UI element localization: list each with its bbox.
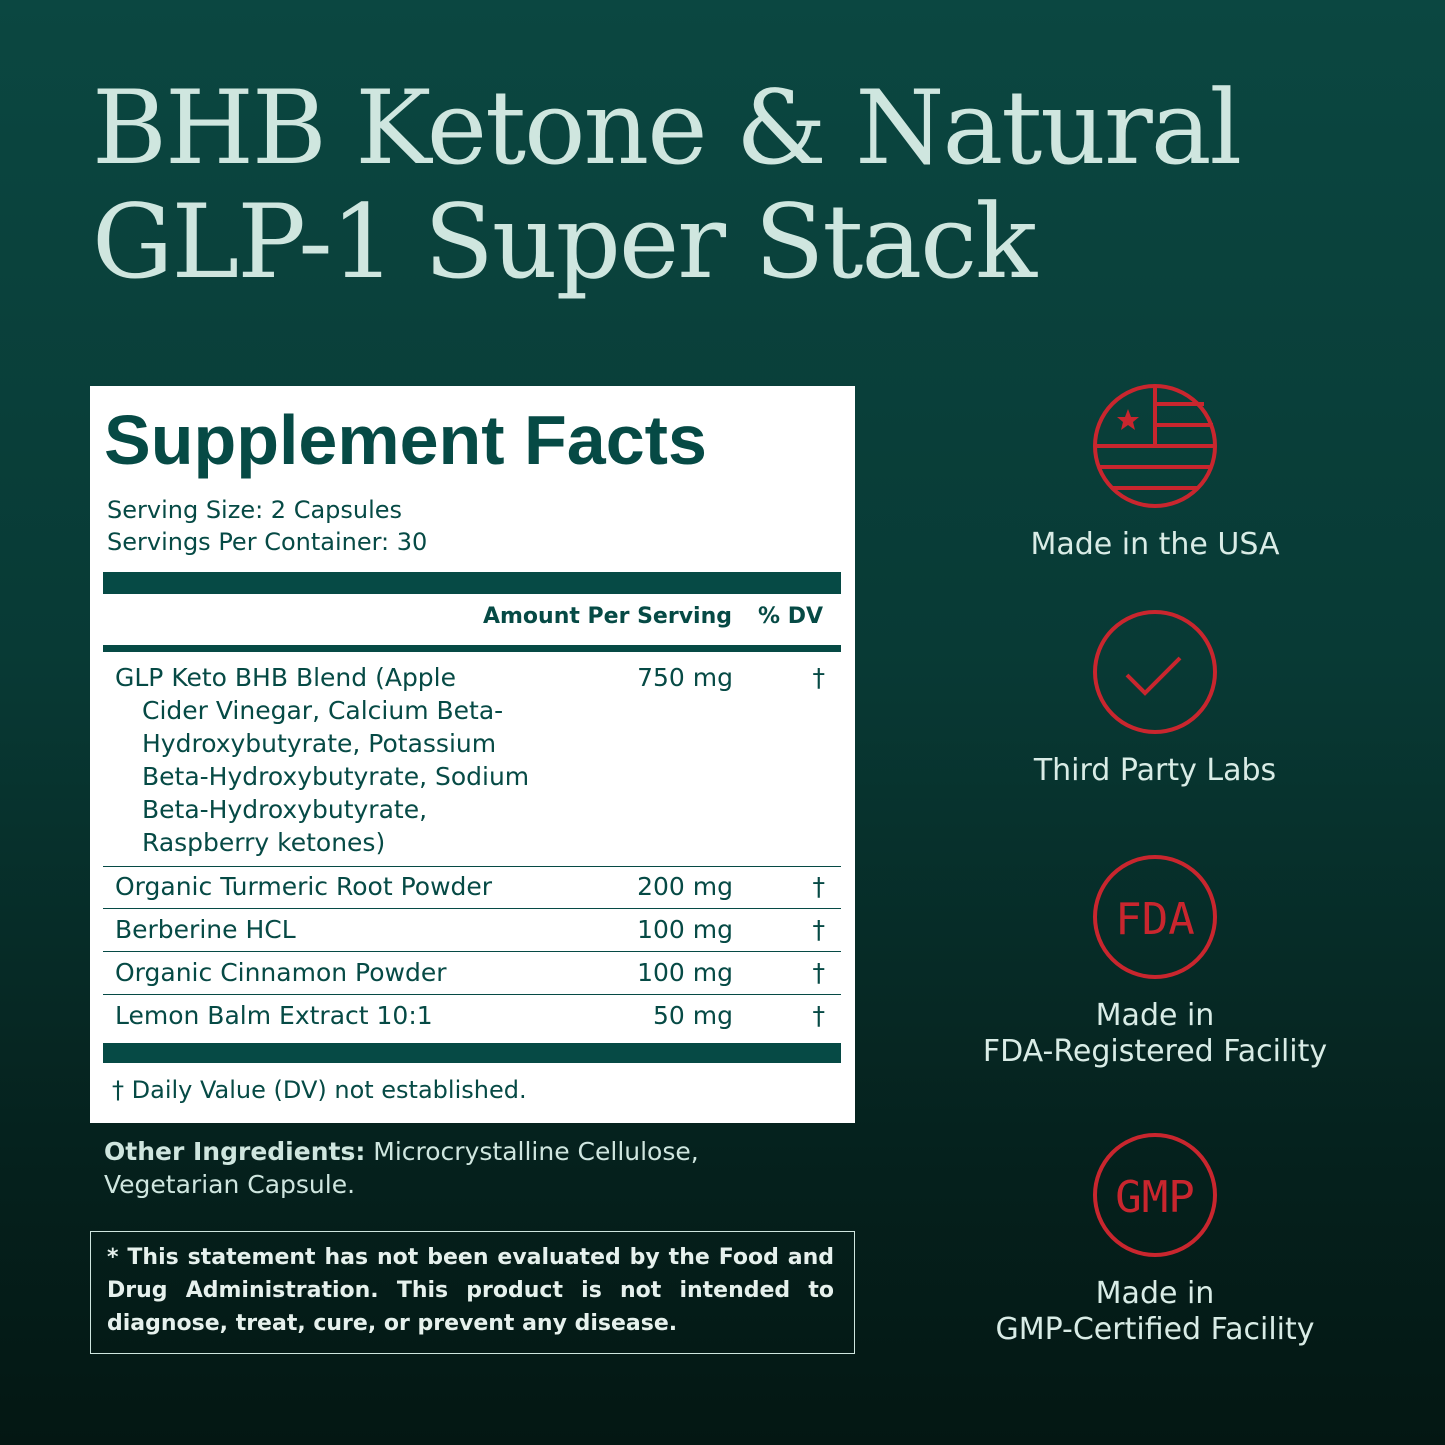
ingredient-dv: † <box>812 1001 826 1030</box>
ingredient-amount: 100 mg <box>637 915 733 944</box>
divider-thick <box>103 572 841 594</box>
other-ingredients: Other Ingredients: Microcrystalline Cell… <box>104 1137 699 1199</box>
table-row: Berberine HCL 100 mg † <box>103 913 841 952</box>
facts-heading: Supplement Facts <box>104 401 707 479</box>
badge-made-in-usa: Made in the USA <box>955 383 1355 563</box>
table-row: Lemon Balm Extract 10:1 50 mg † <box>103 999 841 1038</box>
ingredient-amount: 200 mg <box>637 872 733 901</box>
page-title: BHB Ketone & Natural GLP-1 Super Stack <box>92 69 1242 302</box>
ingredient-name: Organic Turmeric Root Powder <box>115 872 493 901</box>
dv-footnote: † Daily Value (DV) not established. <box>112 1076 527 1104</box>
table-row: Organic Cinnamon Powder 100 mg † <box>103 956 841 995</box>
supplement-facts-panel: Supplement Facts Serving Size: 2 Capsule… <box>90 386 855 1123</box>
badge-gmp: GMP Made in GMP-Certified Facility <box>955 1132 1355 1348</box>
serving-info: Serving Size: 2 Capsules Servings Per Co… <box>107 496 428 556</box>
ingredient-dv: † <box>812 663 826 692</box>
ingredient-amount: 100 mg <box>637 958 733 987</box>
fda-disclaimer: * This statement has not been evaluated … <box>90 1231 855 1354</box>
amount-header: Amount Per Serving <box>482 604 732 629</box>
dv-header: % DV <box>758 604 823 629</box>
badge-fda: FDA Made in FDA-Registered Facility <box>955 854 1355 1070</box>
usa-flag-icon <box>1093 384 1217 508</box>
ingredient-amount: 750 mg <box>637 663 733 692</box>
ingredient-dv: † <box>812 958 826 987</box>
svg-text:GMP: GMP <box>1115 1172 1194 1223</box>
ingredient-name: Berberine HCL <box>115 915 296 944</box>
ingredient-name: Organic Cinnamon Powder <box>115 958 447 987</box>
table-row: GLP Keto BHB Blend (Apple Cider Vinegar,… <box>103 661 841 867</box>
ingredient-name: Lemon Balm Extract 10:1 <box>115 1001 433 1030</box>
ingredient-amount: 50 mg <box>653 1001 733 1030</box>
divider-thick <box>103 1043 841 1063</box>
svg-text:FDA: FDA <box>1115 894 1194 945</box>
divider-medium <box>103 645 841 652</box>
ingredient-name: GLP Keto BHB Blend (Apple Cider Vinegar,… <box>115 663 530 857</box>
ingredient-dv: † <box>812 915 826 944</box>
badge-third-party-labs: Third Party Labs <box>955 609 1355 789</box>
table-row: Organic Turmeric Root Powder 200 mg † <box>103 870 841 909</box>
fda-icon: FDA <box>1093 855 1217 979</box>
ingredient-dv: † <box>812 872 826 901</box>
gmp-icon: GMP <box>1093 1133 1217 1257</box>
check-icon <box>1093 610 1217 734</box>
